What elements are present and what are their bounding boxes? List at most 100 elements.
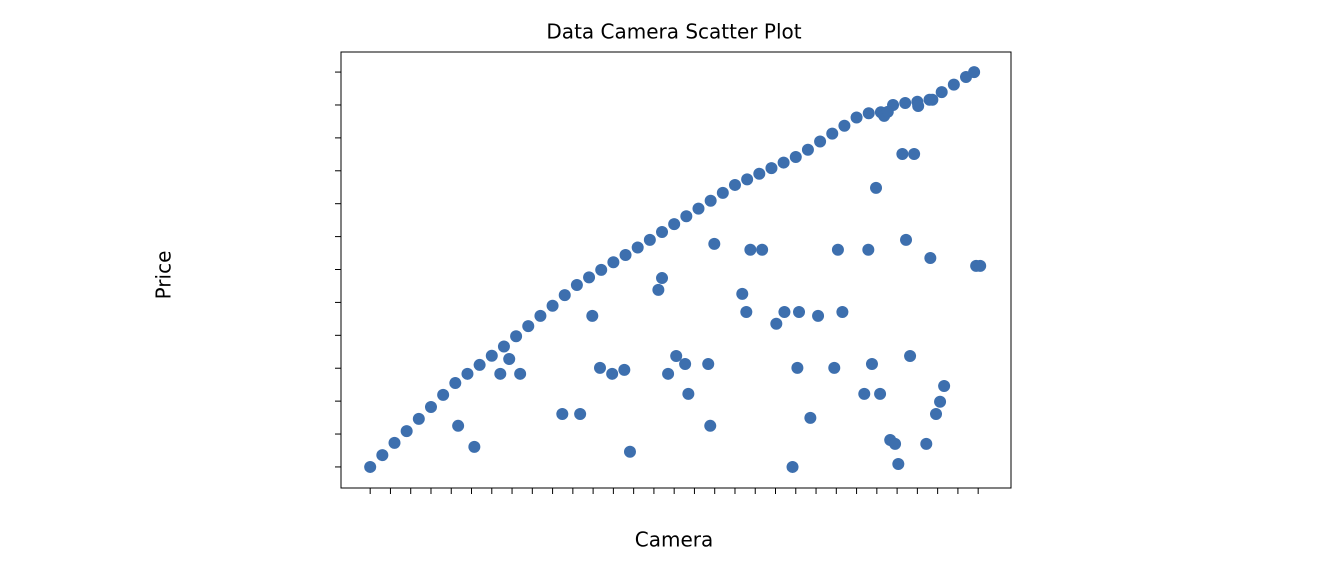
point	[631, 241, 644, 254]
point	[534, 309, 547, 322]
point	[889, 437, 902, 450]
point	[900, 233, 913, 246]
point	[836, 305, 849, 318]
point	[908, 148, 921, 161]
point	[865, 357, 878, 370]
point	[473, 358, 486, 371]
point	[586, 309, 599, 322]
point	[934, 395, 947, 408]
point	[522, 320, 535, 333]
point	[594, 361, 607, 374]
point	[924, 251, 937, 264]
point	[574, 407, 587, 420]
point	[702, 357, 715, 370]
point	[692, 202, 705, 215]
point	[838, 119, 851, 132]
point	[452, 419, 465, 432]
point	[920, 437, 933, 450]
point	[736, 287, 749, 300]
point	[881, 105, 894, 118]
point	[424, 401, 437, 414]
point	[968, 66, 981, 79]
point	[680, 210, 693, 223]
point	[740, 305, 753, 318]
point	[744, 243, 757, 256]
point	[494, 367, 507, 380]
point	[874, 387, 887, 400]
point	[862, 243, 875, 256]
point	[870, 181, 883, 194]
point	[662, 367, 675, 380]
point	[804, 411, 817, 424]
point	[770, 317, 783, 330]
point	[791, 361, 804, 374]
point	[607, 256, 620, 269]
point	[656, 225, 669, 238]
point	[892, 457, 905, 470]
point	[935, 86, 948, 99]
point	[514, 367, 527, 380]
point	[812, 309, 825, 322]
point	[570, 278, 583, 291]
point	[896, 148, 909, 161]
point	[583, 271, 596, 284]
point	[930, 407, 943, 420]
point	[595, 263, 608, 276]
point	[926, 93, 939, 106]
plot-frame	[340, 51, 1012, 489]
point	[376, 449, 389, 462]
point	[708, 237, 721, 250]
point	[468, 440, 481, 453]
point	[765, 162, 778, 175]
point	[643, 233, 656, 246]
point	[862, 107, 875, 120]
point	[704, 419, 717, 432]
point	[778, 305, 791, 318]
point	[461, 367, 474, 380]
point	[497, 340, 510, 353]
point	[899, 97, 912, 110]
x-axis-label: Camera	[635, 528, 714, 552]
point	[850, 111, 863, 124]
point	[826, 127, 839, 140]
point	[753, 167, 766, 180]
point	[388, 436, 401, 449]
point	[786, 460, 799, 473]
point	[974, 259, 987, 272]
chart-title: Data Camera Scatter Plot	[546, 20, 801, 44]
point	[831, 243, 844, 256]
point	[793, 305, 806, 318]
point	[947, 78, 960, 91]
point	[682, 387, 695, 400]
point	[704, 194, 717, 207]
point	[485, 349, 498, 362]
point	[756, 243, 769, 256]
point	[904, 350, 917, 363]
point	[716, 186, 729, 199]
point	[503, 353, 516, 366]
point	[606, 367, 619, 380]
point	[679, 357, 692, 370]
point	[801, 143, 814, 156]
point	[858, 387, 871, 400]
point	[828, 361, 841, 374]
point	[558, 289, 571, 302]
point	[510, 330, 523, 343]
point	[400, 425, 413, 438]
point	[728, 178, 741, 191]
point	[789, 150, 802, 163]
point	[619, 249, 632, 262]
point	[546, 299, 559, 312]
point	[412, 412, 425, 425]
point	[556, 407, 569, 420]
point	[364, 460, 377, 473]
point	[652, 283, 665, 296]
point	[668, 218, 681, 231]
y-axis-label: Price	[152, 251, 176, 300]
point	[670, 350, 683, 363]
point	[741, 173, 754, 186]
point	[437, 388, 450, 401]
point	[938, 379, 951, 392]
